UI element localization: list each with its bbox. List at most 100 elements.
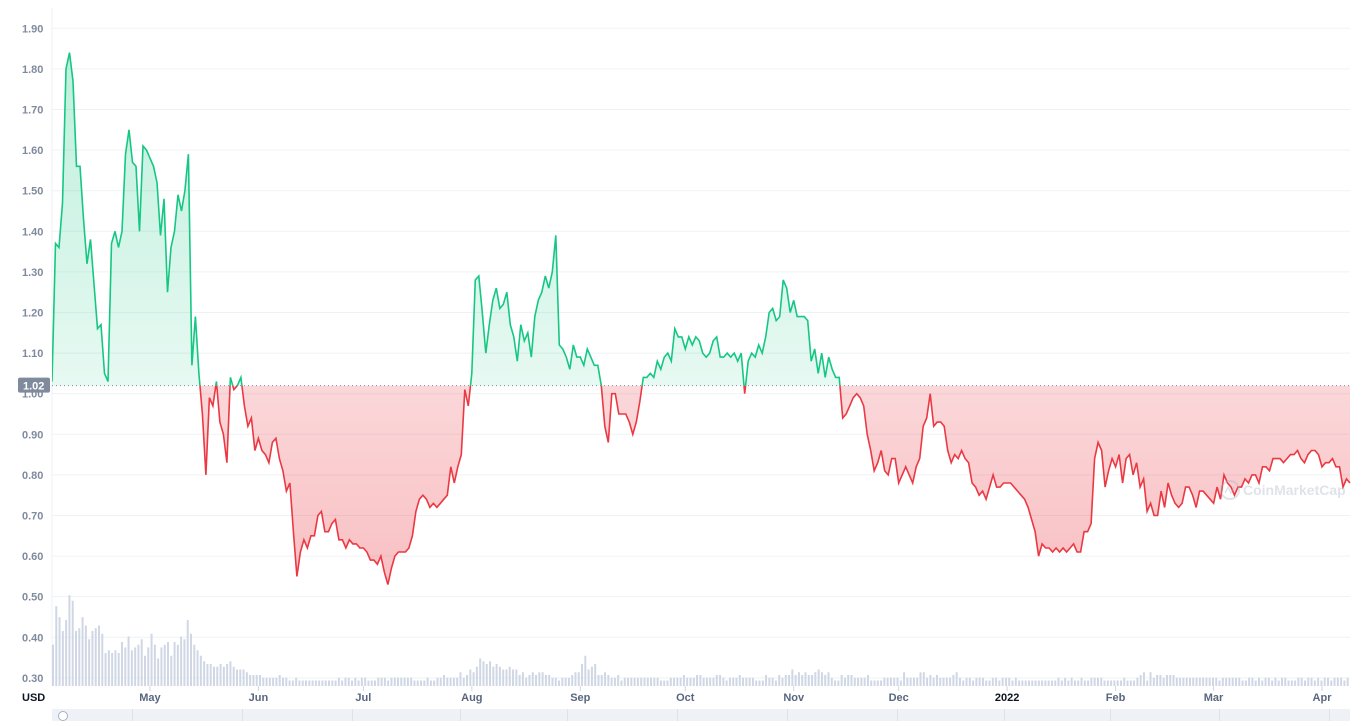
volume-bar [922, 672, 925, 686]
volume-bar [978, 677, 981, 686]
volume-bar [1156, 675, 1159, 686]
range-handle-icon[interactable] [58, 711, 68, 721]
volume-bar [1096, 677, 1099, 686]
volume-bar [778, 675, 781, 686]
volume-bar [541, 672, 544, 686]
scrollbar-tick [242, 709, 243, 721]
volume-bar [1346, 677, 1349, 686]
volume-bar [633, 677, 636, 686]
volume-bar [797, 672, 800, 686]
volume-bar [1234, 677, 1237, 686]
volume-bar [1027, 680, 1030, 686]
volume-bar [328, 680, 331, 686]
x-tick-label: Jun [249, 692, 269, 704]
volume-bar [1179, 677, 1182, 686]
volume-bar [758, 680, 761, 686]
volume-bar [561, 677, 564, 686]
volume-bar [1080, 677, 1083, 686]
volume-bar [173, 642, 176, 686]
volume-bar [288, 680, 291, 686]
volume-bar [906, 677, 909, 686]
y-axis: 1.901.801.701.601.501.401.301.201.101.00… [22, 23, 43, 685]
x-tick-label: Apr [1313, 692, 1333, 704]
volume-bar [436, 677, 439, 686]
volume-bars [52, 595, 1349, 686]
volume-bar [669, 677, 672, 686]
x-tick-label: Aug [461, 692, 482, 704]
volume-bar [1008, 677, 1011, 686]
volume-bar [748, 677, 751, 686]
volume-bar [732, 677, 735, 686]
volume-bar [1244, 680, 1247, 686]
volume-bar [548, 675, 551, 686]
volume-bar [502, 669, 505, 686]
volume-bar [574, 672, 577, 686]
volume-bar [975, 677, 978, 686]
volume-bar [377, 677, 380, 686]
volume-bar [475, 666, 478, 686]
volume-bar [1264, 677, 1267, 686]
volume-bar [121, 642, 123, 686]
volume-bar [912, 677, 915, 686]
scrollbar-tick [1219, 709, 1220, 721]
volume-bar [765, 675, 768, 686]
volume-bar [564, 677, 567, 686]
volume-bar [988, 680, 991, 686]
volume-bar [1202, 677, 1205, 686]
volume-bar [383, 677, 386, 686]
price-line-up [52, 52, 841, 386]
volume-bar [1271, 680, 1274, 686]
volume-bar [1146, 680, 1149, 686]
x-tick-label: Mar [1204, 692, 1224, 704]
baseline-label: 1.02 [18, 377, 50, 393]
x-tick-label: 2022 [995, 692, 1019, 704]
volume-bar [512, 669, 515, 686]
volume-bar [1225, 677, 1228, 686]
volume-bar [104, 653, 107, 686]
y-tick-label: 1.20 [22, 307, 43, 319]
y-tick-label: 0.40 [22, 632, 43, 644]
price-line-down [199, 385, 1351, 585]
volume-bar [998, 680, 1001, 686]
scrollbar-tick [787, 709, 788, 721]
volume-bar [314, 680, 317, 686]
volume-bar [219, 664, 222, 686]
volume-bar [1152, 677, 1155, 686]
volume-bar [1011, 680, 1014, 686]
volume-bar [285, 677, 288, 686]
volume-bar [495, 664, 498, 686]
volume-bar [735, 677, 738, 686]
scrollbar-tick [1004, 709, 1005, 721]
volume-bar [124, 647, 127, 686]
volume-bar [308, 680, 311, 686]
volume-bar [255, 675, 258, 686]
volume-bar [1343, 680, 1346, 686]
volume-bar [55, 606, 58, 686]
volume-bar [209, 664, 212, 686]
volume-bar [443, 675, 446, 686]
volume-bar [926, 677, 929, 686]
volume-bar [1261, 680, 1264, 686]
volume-bar [866, 675, 869, 686]
volume-bar [466, 675, 469, 686]
volume-bar [482, 661, 485, 686]
volume-bar [206, 664, 209, 686]
volume-bar [505, 669, 508, 686]
volume-bar [311, 680, 314, 686]
volume-bar [1326, 677, 1329, 686]
volume-bar [318, 680, 321, 686]
volume-bar [696, 675, 699, 686]
y-tick-label: 1.30 [22, 267, 43, 279]
volume-bar [459, 672, 462, 686]
volume-bar [1254, 680, 1257, 686]
volume-bar [278, 675, 281, 686]
volume-bar [604, 672, 607, 686]
volume-bar [945, 677, 948, 686]
volume-bar [587, 669, 590, 686]
volume-bar [1123, 677, 1126, 686]
range-scrollbar[interactable] [52, 709, 1350, 721]
volume-bar [295, 677, 298, 686]
volume-bar [889, 677, 892, 686]
volume-bar [981, 677, 984, 686]
